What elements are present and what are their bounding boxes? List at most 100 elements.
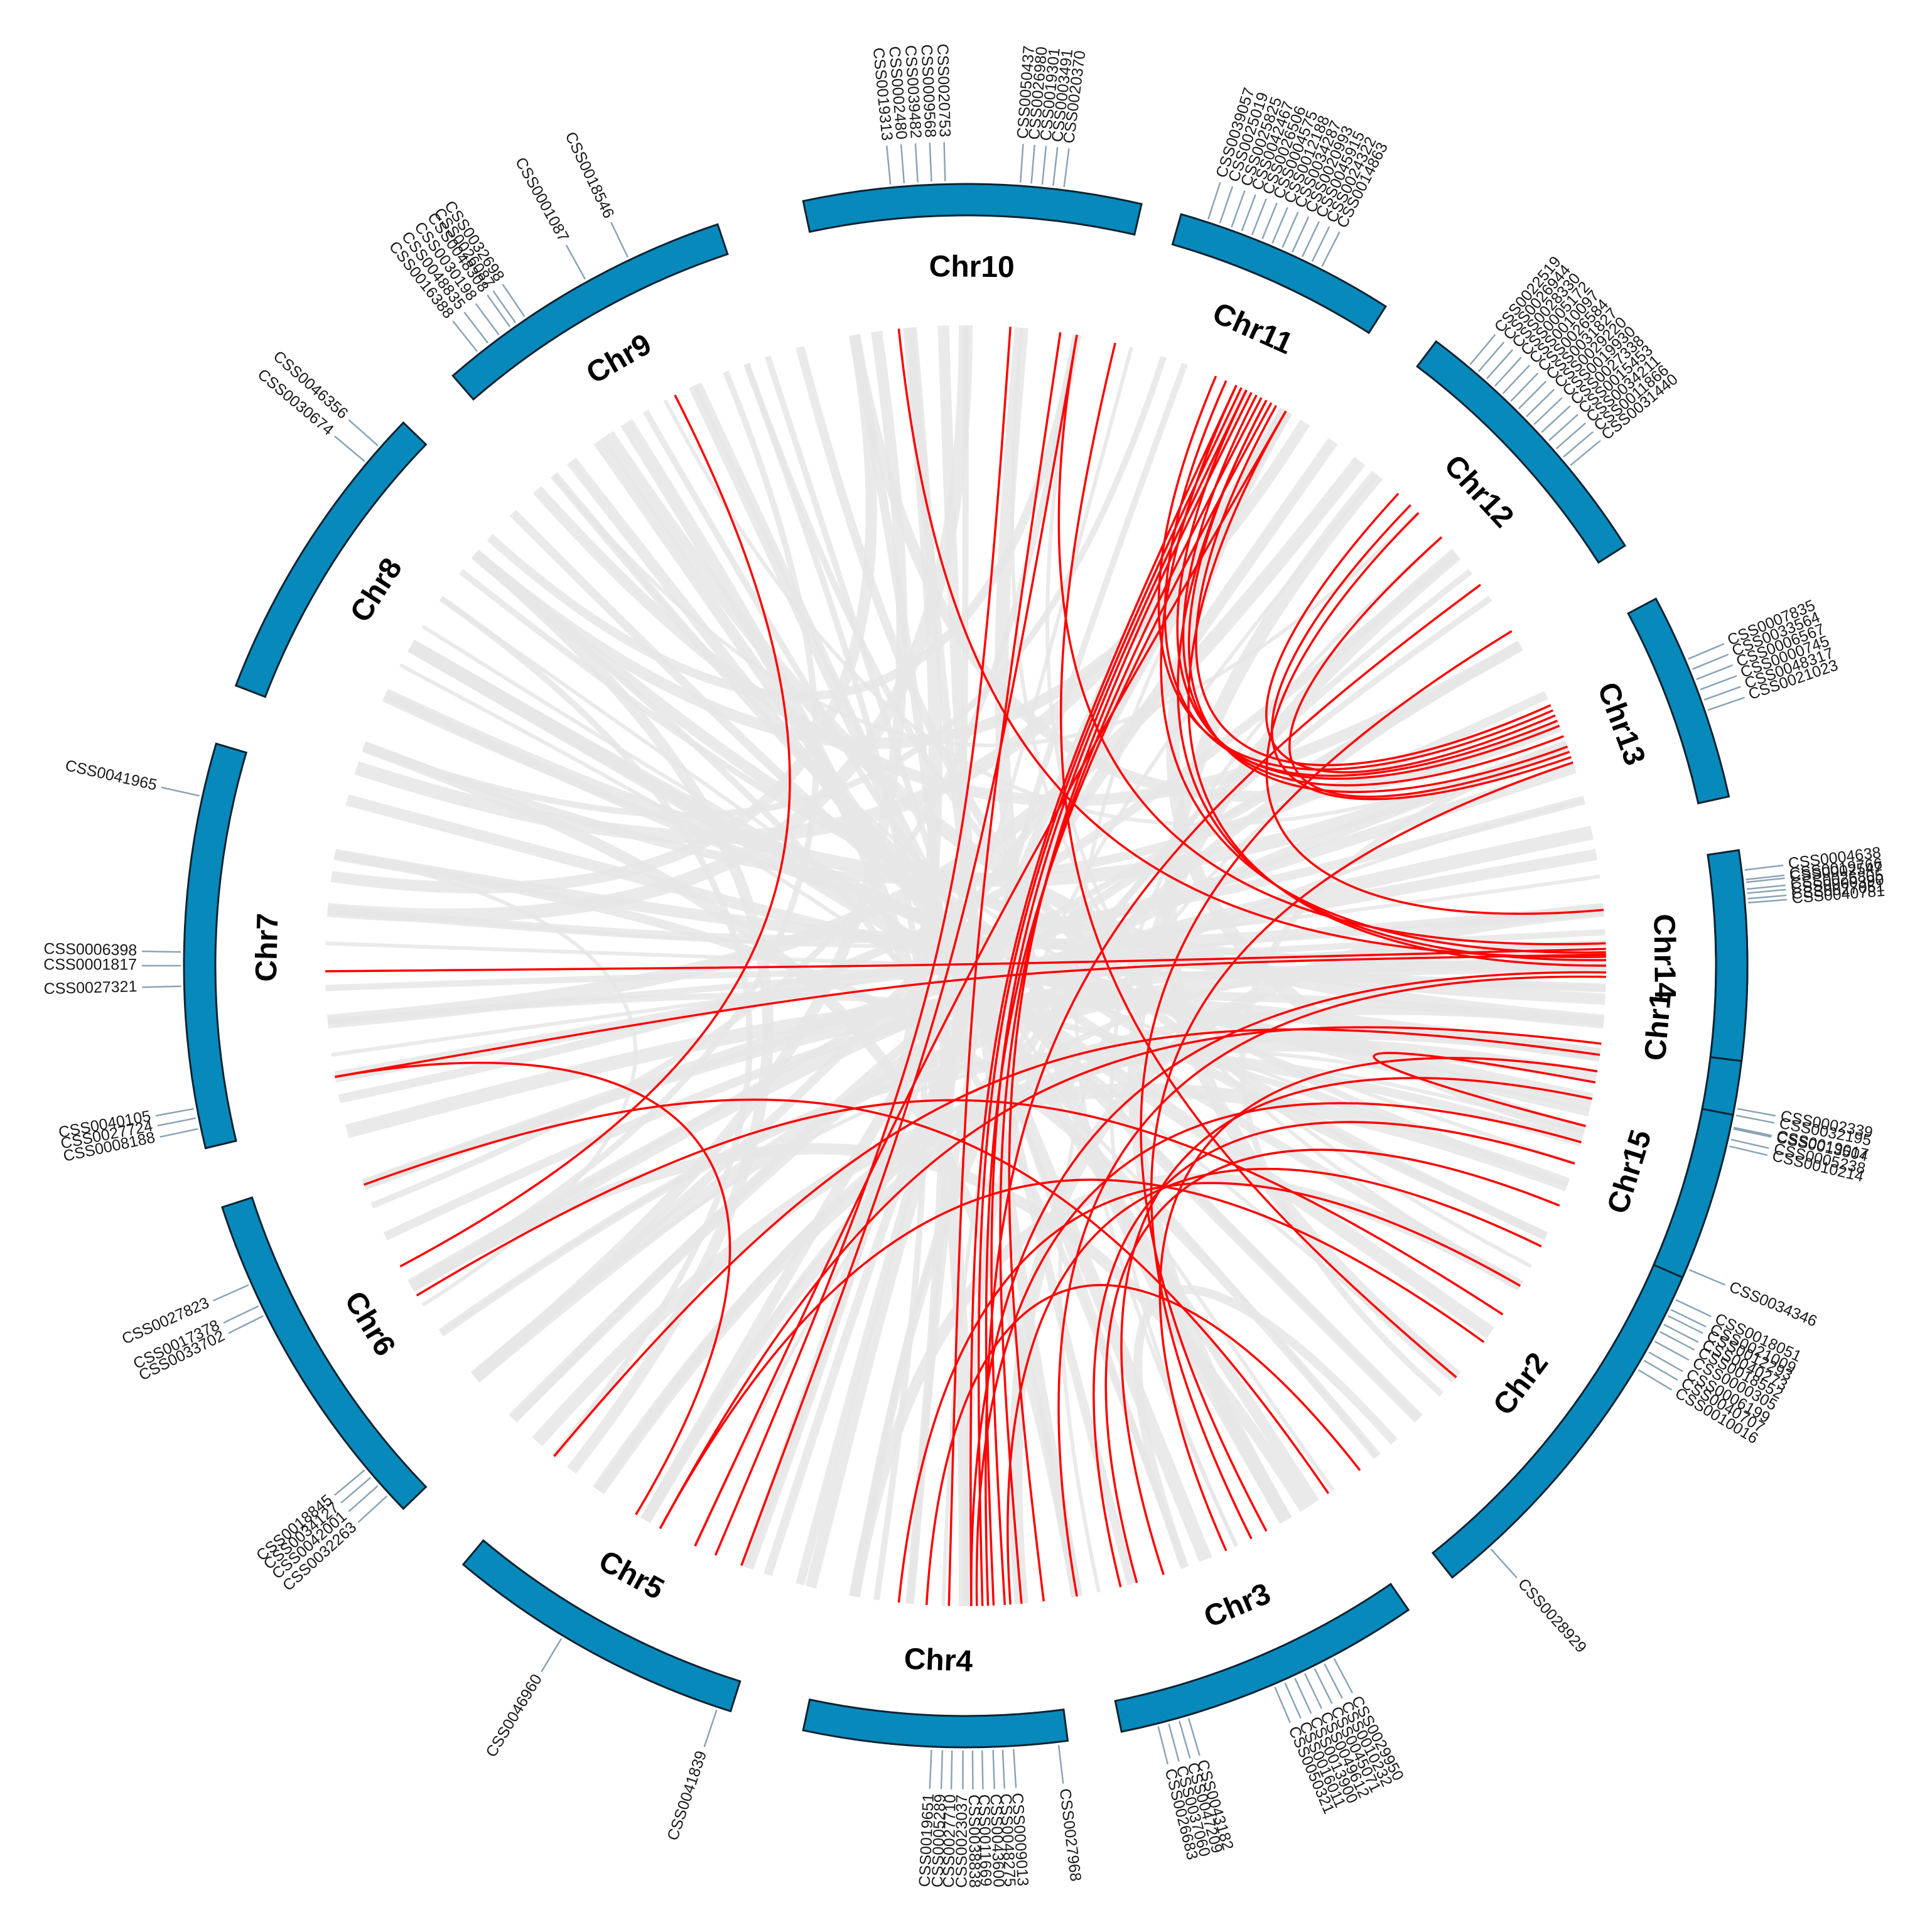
gene-tick [1041, 146, 1047, 185]
gene-tick [161, 786, 200, 797]
gene-tick [334, 1469, 365, 1496]
gene-tick [1696, 664, 1734, 681]
gene-tick [1333, 1658, 1354, 1694]
collinear-link [714, 326, 1012, 1556]
gene-tick [1648, 1351, 1683, 1373]
gene-tick [1292, 216, 1310, 252]
gene-label: CSS0046960 [482, 1671, 546, 1761]
gene-tick [981, 1750, 984, 1789]
gene-tick [1700, 675, 1737, 691]
collinear-link [947, 332, 1062, 1606]
background-link [532, 485, 1523, 807]
background-link [471, 549, 774, 1474]
gene-tick [1469, 334, 1496, 365]
gene-tick [1563, 431, 1594, 458]
gene-tick [502, 284, 526, 317]
gene-tick [610, 222, 629, 258]
gene-tick [886, 145, 892, 185]
background-link [1239, 743, 1569, 1397]
gene-tick [1541, 405, 1571, 433]
collinear-link [740, 335, 1078, 1567]
gene-tick [1688, 643, 1725, 660]
gene-tick [1746, 877, 1785, 883]
collinear-link [694, 410, 1287, 1547]
collinear-link [1158, 1057, 1598, 1552]
gene-label: CSS0001087 [512, 154, 573, 245]
chromosome-chr9 [451, 223, 729, 401]
gene-tick [1526, 389, 1555, 418]
background-link [326, 325, 973, 922]
gene-tick [1261, 202, 1278, 240]
background-link [595, 1006, 1604, 1493]
chromosome-chr12 [1416, 340, 1627, 564]
gene-tick [1737, 1108, 1776, 1117]
background-link [409, 370, 820, 1289]
collinear-link [1195, 405, 1552, 767]
collinear-link [985, 583, 1481, 1606]
gene-tick [1324, 1663, 1343, 1699]
collinear-link [977, 387, 1243, 1606]
collinear-link [1104, 1148, 1560, 1584]
collinear-link [416, 1099, 1504, 1315]
chromosome-label: Chr6 [338, 1286, 402, 1362]
gene-tick [142, 950, 181, 953]
collinear-link [925, 1283, 1361, 1606]
gene-tick [1294, 1678, 1312, 1714]
gene-label: CSS0006398 [43, 940, 137, 959]
gene-tick [1733, 1128, 1772, 1138]
chromosome-label: Chr3 [1199, 1577, 1275, 1634]
gene-tick [348, 419, 379, 446]
gene-tick [1747, 894, 1787, 900]
gene-tick [541, 1638, 563, 1673]
gene-tick [452, 320, 478, 352]
gene-tick [900, 144, 905, 183]
gene-tick [1744, 864, 1784, 871]
gene-tick [940, 1750, 944, 1789]
gene-tick [155, 1108, 195, 1117]
gene-tick [1747, 888, 1786, 894]
gene-tick [1284, 1682, 1302, 1719]
chromosome-chr15 [1652, 1108, 1734, 1279]
gene-tick [1251, 198, 1267, 235]
gene-tick [157, 1117, 197, 1127]
chromosome-chr11 [1171, 213, 1388, 335]
gene-tick [1638, 1369, 1673, 1391]
gene-tick [223, 1305, 259, 1324]
gene-tick [1157, 1726, 1169, 1765]
gene-tick [1703, 686, 1741, 701]
gene-tick [357, 1495, 388, 1523]
collinear-gene-pair-links [325, 326, 1607, 1607]
gene-tick [1570, 440, 1601, 467]
background-link [362, 355, 1167, 818]
collinear-link [399, 394, 791, 1268]
chromosome-label: Chr4 [904, 1643, 974, 1678]
collinear-link [1265, 492, 1556, 774]
collinear-link [1265, 512, 1604, 915]
gene-tick [1746, 884, 1786, 890]
gene-tick [475, 303, 500, 335]
gene-label: CSS0009568 [917, 44, 939, 138]
gene-label: CSS0023037 [953, 1794, 971, 1888]
gene-tick [1494, 357, 1522, 387]
collinear-link [990, 389, 1248, 1606]
chromosome-chr5 [461, 1539, 742, 1713]
background-link [907, 362, 1188, 1604]
gene-tick [1733, 1126, 1773, 1136]
gene-tick [487, 294, 511, 328]
gene-label: CSS0041965 [63, 757, 158, 794]
gene-label: CSS0019651 [916, 1793, 937, 1887]
chromosome-label: Chr1 [1639, 991, 1678, 1062]
collinear-link [1140, 630, 1513, 1532]
background-link [487, 334, 1081, 701]
gene-tick [1502, 364, 1531, 394]
background-link [796, 388, 1251, 1586]
gene-tick [1746, 874, 1785, 881]
chromosome-label: Chr15 [1601, 1126, 1658, 1217]
gene-tick [1187, 1718, 1201, 1756]
background-link [1058, 644, 1521, 1593]
collinear-link [659, 1179, 1485, 1530]
gene-tick [348, 1485, 379, 1513]
chromosome-chr14 [1707, 849, 1749, 1062]
chromosome-chr8 [234, 421, 428, 698]
gene-tick [1555, 422, 1586, 450]
